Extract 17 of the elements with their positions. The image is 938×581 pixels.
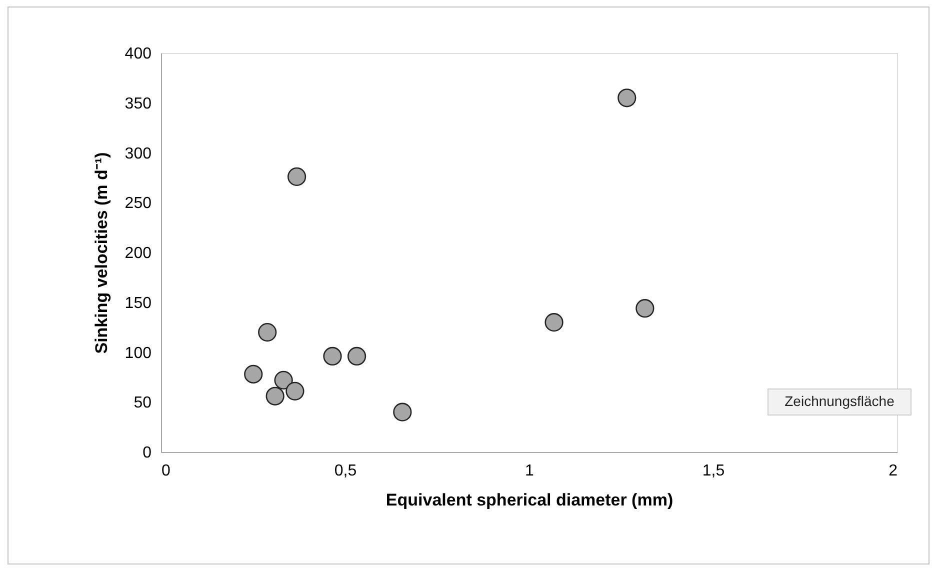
y-tick-label: 400 xyxy=(124,46,152,62)
x-tick-label: 1,5 xyxy=(702,462,725,480)
x-axis-title: Equivalent spherical diameter (mm) xyxy=(386,490,674,510)
y-tick-label: 100 xyxy=(124,344,152,362)
y-tick-label: 300 xyxy=(124,145,152,162)
y-tick-label: 350 xyxy=(124,95,152,112)
annotation: Zeichnungsfläche xyxy=(784,393,895,409)
y-tick-label: 0 xyxy=(142,444,152,462)
y-tick-label: 250 xyxy=(124,195,152,212)
y-tick-label: 200 xyxy=(124,245,152,262)
y-axis-title: Sinking velocities (m d⁻¹) xyxy=(92,152,111,354)
y-tick-label: 150 xyxy=(124,294,152,312)
x-tick-label: 0,5 xyxy=(334,462,357,480)
x-tick-label: 1 xyxy=(525,462,534,480)
y-tick-label: 50 xyxy=(134,394,152,412)
x-tick-label: 0 xyxy=(162,462,170,480)
x-tick-label: 2 xyxy=(888,462,898,480)
